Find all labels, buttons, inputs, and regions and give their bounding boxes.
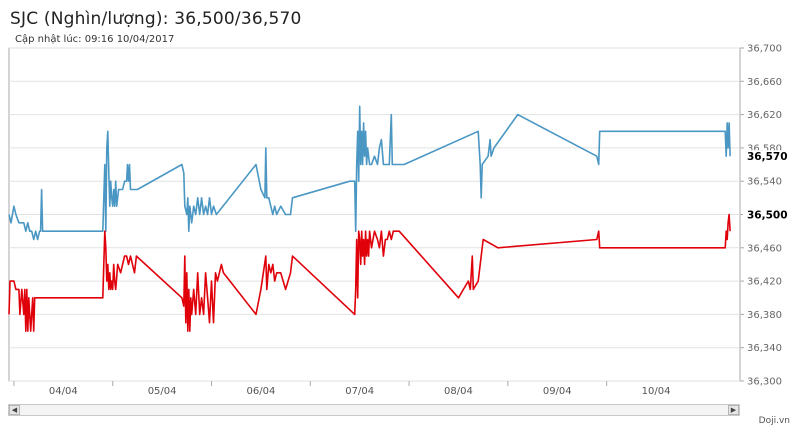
sell-price-line (8, 105, 731, 241)
chevron-left-icon[interactable]: ◀ (9, 405, 20, 415)
x-tick-label: 04/04 (49, 386, 78, 397)
buy-price-line (8, 213, 731, 332)
x-tick-label: 05/04 (148, 386, 177, 397)
y-tick-label: 36,420 (747, 277, 782, 288)
y-tick-label: 36,620 (747, 110, 782, 121)
x-tick-label: 08/04 (444, 386, 473, 397)
y-tick-label: 36,340 (747, 343, 782, 354)
update-timestamp: Cập nhật lúc: 09:16 10/04/2017 (15, 34, 175, 45)
y-tick-label: 36,300 (747, 377, 782, 388)
y-tick-label: 36,580 (747, 143, 782, 154)
end-label-bg (743, 150, 787, 163)
chevron-right-icon[interactable]: ▶ (728, 405, 739, 415)
chart-title: SJC (Nghìn/lượng): 36,500/36,570 (10, 9, 302, 29)
x-tick-label: 07/04 (345, 386, 374, 397)
y-tick-label: 36,660 (747, 77, 782, 88)
sell-end-label: 36,570 (747, 151, 788, 163)
end-label-bg (743, 208, 787, 221)
chart-scrollbar[interactable]: ◀ ▶ (8, 404, 740, 416)
y-tick-label: 36,380 (747, 310, 782, 321)
source-credit: Doji.vn (758, 416, 790, 426)
y-tick-label: 36,700 (747, 44, 782, 55)
x-tick-label: 09/04 (543, 386, 572, 397)
y-tick-label: 36,540 (747, 177, 782, 188)
buy-end-label: 36,500 (747, 210, 788, 222)
y-tick-label: 36,460 (747, 243, 782, 254)
x-tick-label: 10/04 (642, 386, 671, 397)
x-tick-label: 06/04 (246, 386, 275, 397)
